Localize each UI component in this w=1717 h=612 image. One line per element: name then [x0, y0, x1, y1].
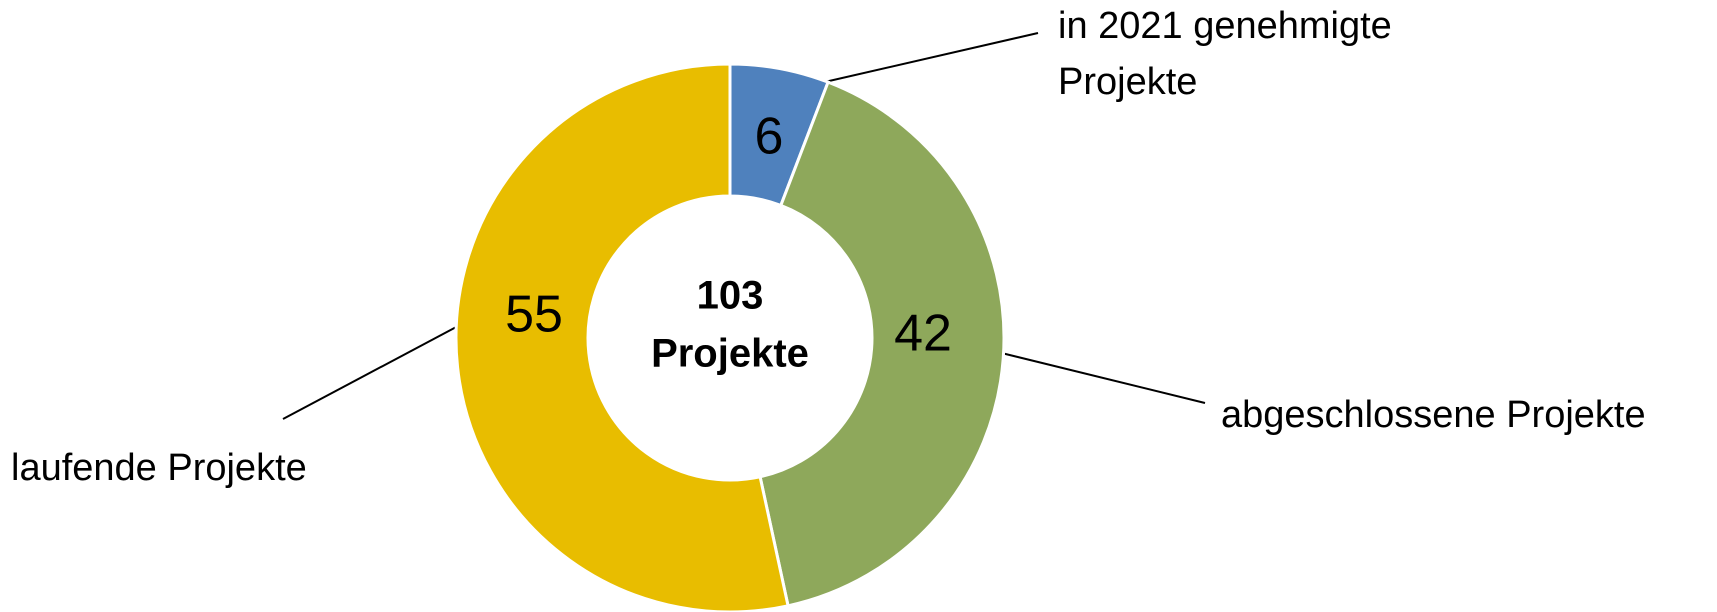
center-label: 103	[697, 274, 764, 318]
center-label: Projekte	[651, 332, 809, 376]
leader-line	[815, 32, 1039, 85]
category-label: abgeschlossene Projekte	[1221, 394, 1646, 436]
value-label: 55	[505, 286, 563, 344]
leader-line	[282, 324, 461, 420]
donut-slice	[454, 62, 790, 612]
category-label: laufende Projekte	[11, 447, 307, 489]
category-label: in 2021 genehmigte Projekte	[1058, 5, 1392, 103]
value-label: 42	[894, 305, 952, 363]
value-label: 6	[755, 108, 784, 166]
donut-slice	[758, 80, 1006, 608]
leader-line	[968, 344, 1206, 404]
